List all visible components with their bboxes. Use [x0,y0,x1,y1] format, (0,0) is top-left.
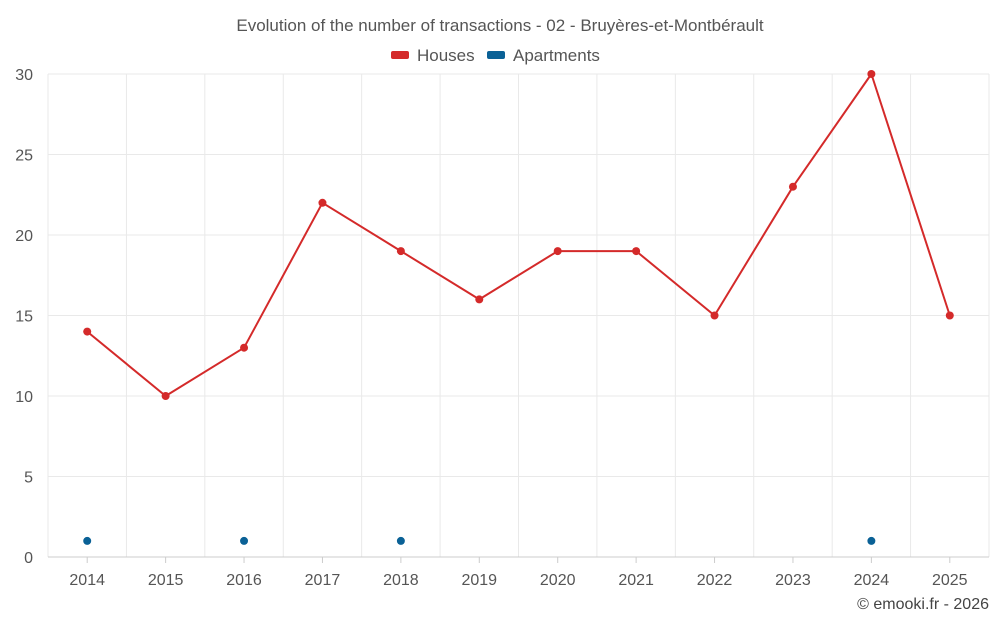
data-point-houses[interactable] [240,343,249,352]
x-tick-label: 2014 [69,572,105,589]
y-tick-label: 25 [15,148,33,165]
legend-item-houses[interactable]: Houses [391,46,475,65]
credit-text: © emooki.fr - 2026 [857,596,989,613]
series [83,70,954,545]
grid [47,73,990,557]
legend-label-apartments: Apartments [513,46,600,65]
series-line-houses [86,73,951,397]
x-tick-label: 2025 [932,572,968,589]
data-point-houses[interactable] [945,311,954,320]
chart-title: Evolution of the number of transactions … [236,16,764,35]
data-point-houses[interactable] [632,247,641,256]
x-tick-label: 2020 [540,572,576,589]
y-tick-label: 0 [24,550,33,567]
x-tick-label: 2018 [383,572,419,589]
y-tick-label: 5 [24,470,33,487]
x-tick-label: 2015 [148,572,184,589]
x-tick-label: 2016 [226,572,262,589]
data-point-houses[interactable] [396,247,405,256]
legend-swatch-houses [391,51,409,59]
data-point-houses[interactable] [553,247,562,256]
x-tick-label: 2022 [697,572,733,589]
data-point-houses[interactable] [710,311,719,320]
x-tick-label: 2021 [618,572,654,589]
x-tick-label: 2019 [461,572,497,589]
y-tick-label: 20 [15,228,33,245]
data-point-houses[interactable] [475,295,484,304]
data-point-apartments[interactable] [240,536,249,545]
x-tick-label: 2024 [854,572,890,589]
data-point-houses[interactable] [788,182,797,191]
data-point-houses[interactable] [867,70,876,78]
data-point-houses[interactable] [83,327,92,336]
data-point-houses[interactable] [318,198,327,207]
x-tick-label: 2017 [305,572,341,589]
legend-label-houses: Houses [417,46,475,65]
legend-swatch-apartments [487,51,505,59]
data-point-apartments[interactable] [867,536,876,545]
data-point-apartments[interactable] [396,536,405,545]
y-tick-label: 30 [15,67,33,84]
x-tick-label: 2023 [775,572,811,589]
data-point-apartments[interactable] [83,536,92,545]
data-point-houses[interactable] [161,392,170,400]
y-tick-label: 10 [15,389,33,406]
y-tick-label: 15 [15,309,33,326]
legend-item-apartments[interactable]: Apartments [487,46,600,65]
legend[interactable]: Houses Apartments [391,46,600,65]
